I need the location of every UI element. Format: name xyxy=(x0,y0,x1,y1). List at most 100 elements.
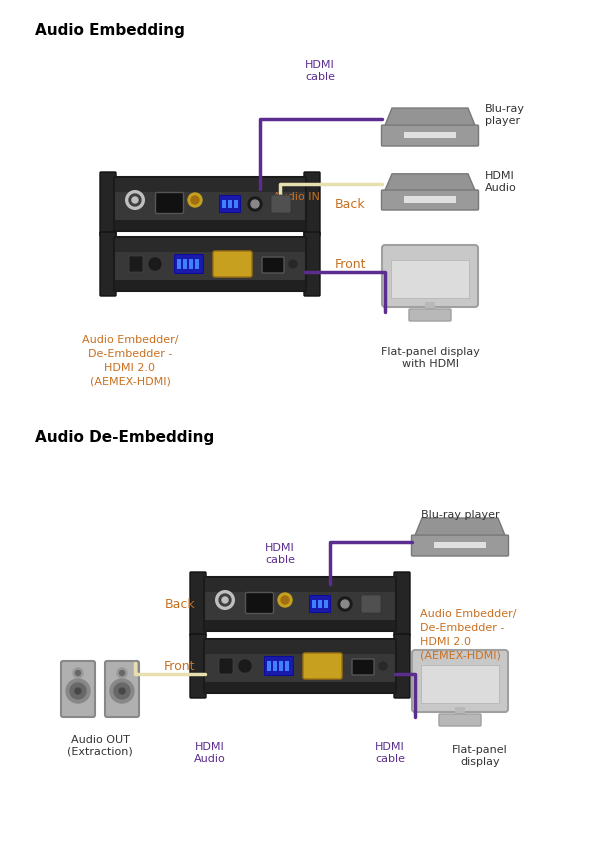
Text: Audio Embedder/
De-Embedder -
HDMI 2.0
(AEMEX-HDMI): Audio Embedder/ De-Embedder - HDMI 2.0 (… xyxy=(420,609,517,660)
Circle shape xyxy=(125,191,145,211)
Text: Front: Front xyxy=(164,660,195,673)
Circle shape xyxy=(222,598,228,603)
Circle shape xyxy=(379,663,387,670)
FancyBboxPatch shape xyxy=(394,572,410,636)
Bar xyxy=(391,261,469,299)
Circle shape xyxy=(289,261,297,268)
Circle shape xyxy=(219,594,231,606)
Bar xyxy=(205,641,395,654)
FancyBboxPatch shape xyxy=(412,650,508,712)
Polygon shape xyxy=(382,109,478,133)
Text: HDMI
cable: HDMI cable xyxy=(305,60,335,82)
Text: Audio IN: Audio IN xyxy=(273,192,320,202)
Bar xyxy=(115,281,305,290)
Circle shape xyxy=(75,671,81,676)
Bar xyxy=(404,197,456,203)
Circle shape xyxy=(341,600,349,609)
Text: Audio Embedder/
De-Embedder -
HDMI 2.0
(AEMEX-HDMI): Audio Embedder/ De-Embedder - HDMI 2.0 (… xyxy=(82,334,178,387)
FancyBboxPatch shape xyxy=(262,257,284,273)
FancyBboxPatch shape xyxy=(100,233,116,296)
FancyBboxPatch shape xyxy=(114,238,306,292)
Circle shape xyxy=(129,195,141,207)
Circle shape xyxy=(338,598,352,611)
FancyBboxPatch shape xyxy=(394,634,410,698)
Circle shape xyxy=(119,688,125,694)
Bar xyxy=(285,661,289,671)
Circle shape xyxy=(132,197,138,203)
Text: Audio De-Embedding: Audio De-Embedding xyxy=(35,430,214,445)
Circle shape xyxy=(239,660,251,672)
FancyBboxPatch shape xyxy=(382,126,478,147)
FancyBboxPatch shape xyxy=(352,659,374,675)
Bar xyxy=(205,578,395,592)
FancyBboxPatch shape xyxy=(246,592,273,614)
FancyBboxPatch shape xyxy=(439,714,481,726)
Circle shape xyxy=(114,683,130,699)
FancyBboxPatch shape xyxy=(271,196,291,214)
FancyBboxPatch shape xyxy=(382,191,478,211)
Text: HDMI
Audio: HDMI Audio xyxy=(194,741,226,763)
Circle shape xyxy=(66,679,90,703)
FancyBboxPatch shape xyxy=(412,535,508,556)
Bar xyxy=(312,600,316,609)
Text: Blu-ray player: Blu-ray player xyxy=(421,510,499,519)
Circle shape xyxy=(110,679,134,703)
Circle shape xyxy=(281,597,289,604)
FancyBboxPatch shape xyxy=(304,173,320,236)
Bar xyxy=(455,707,465,717)
Circle shape xyxy=(278,593,292,608)
Polygon shape xyxy=(412,518,508,542)
Circle shape xyxy=(117,668,127,679)
Circle shape xyxy=(215,590,235,610)
Bar xyxy=(189,260,193,270)
Bar xyxy=(279,661,283,671)
Text: Audio Embedding: Audio Embedding xyxy=(35,23,185,38)
Bar xyxy=(324,600,328,609)
Circle shape xyxy=(286,257,300,272)
Text: HDMI
cable: HDMI cable xyxy=(375,741,405,763)
Text: HDMI
cable: HDMI cable xyxy=(265,543,295,565)
FancyBboxPatch shape xyxy=(309,596,330,613)
Bar xyxy=(115,239,305,252)
Circle shape xyxy=(376,659,390,674)
Circle shape xyxy=(73,668,83,679)
Circle shape xyxy=(149,259,161,271)
Bar xyxy=(115,179,305,192)
Bar xyxy=(234,201,238,208)
FancyBboxPatch shape xyxy=(190,572,206,636)
Bar xyxy=(434,542,486,549)
Bar xyxy=(425,303,435,312)
Bar xyxy=(183,260,187,270)
Text: Flat-panel display
with HDMI: Flat-panel display with HDMI xyxy=(380,347,479,368)
Bar xyxy=(222,201,226,208)
FancyBboxPatch shape xyxy=(114,178,306,232)
Bar xyxy=(205,620,395,630)
Bar xyxy=(205,682,395,692)
Text: Blu-ray
player: Blu-ray player xyxy=(485,104,525,126)
FancyBboxPatch shape xyxy=(219,658,233,674)
FancyBboxPatch shape xyxy=(361,595,381,614)
FancyBboxPatch shape xyxy=(264,657,293,676)
Text: HDMI
Audio: HDMI Audio xyxy=(485,171,517,192)
Bar xyxy=(177,260,181,270)
Circle shape xyxy=(251,201,259,208)
Text: Audio OUT
(Extraction): Audio OUT (Extraction) xyxy=(67,734,133,755)
Bar xyxy=(195,260,199,270)
Text: Flat-panel
display: Flat-panel display xyxy=(452,744,508,766)
FancyBboxPatch shape xyxy=(303,653,342,679)
FancyBboxPatch shape xyxy=(61,661,95,717)
FancyBboxPatch shape xyxy=(174,255,204,274)
Bar xyxy=(267,661,271,671)
FancyBboxPatch shape xyxy=(100,173,116,236)
Text: Back: Back xyxy=(164,598,195,611)
Text: Back: Back xyxy=(335,198,366,211)
Bar xyxy=(318,600,322,609)
Bar xyxy=(273,661,277,671)
Polygon shape xyxy=(382,175,478,197)
Bar xyxy=(404,133,456,139)
Bar xyxy=(115,221,305,230)
FancyBboxPatch shape xyxy=(204,639,396,693)
FancyBboxPatch shape xyxy=(190,634,206,698)
FancyBboxPatch shape xyxy=(204,577,396,631)
FancyBboxPatch shape xyxy=(304,233,320,296)
